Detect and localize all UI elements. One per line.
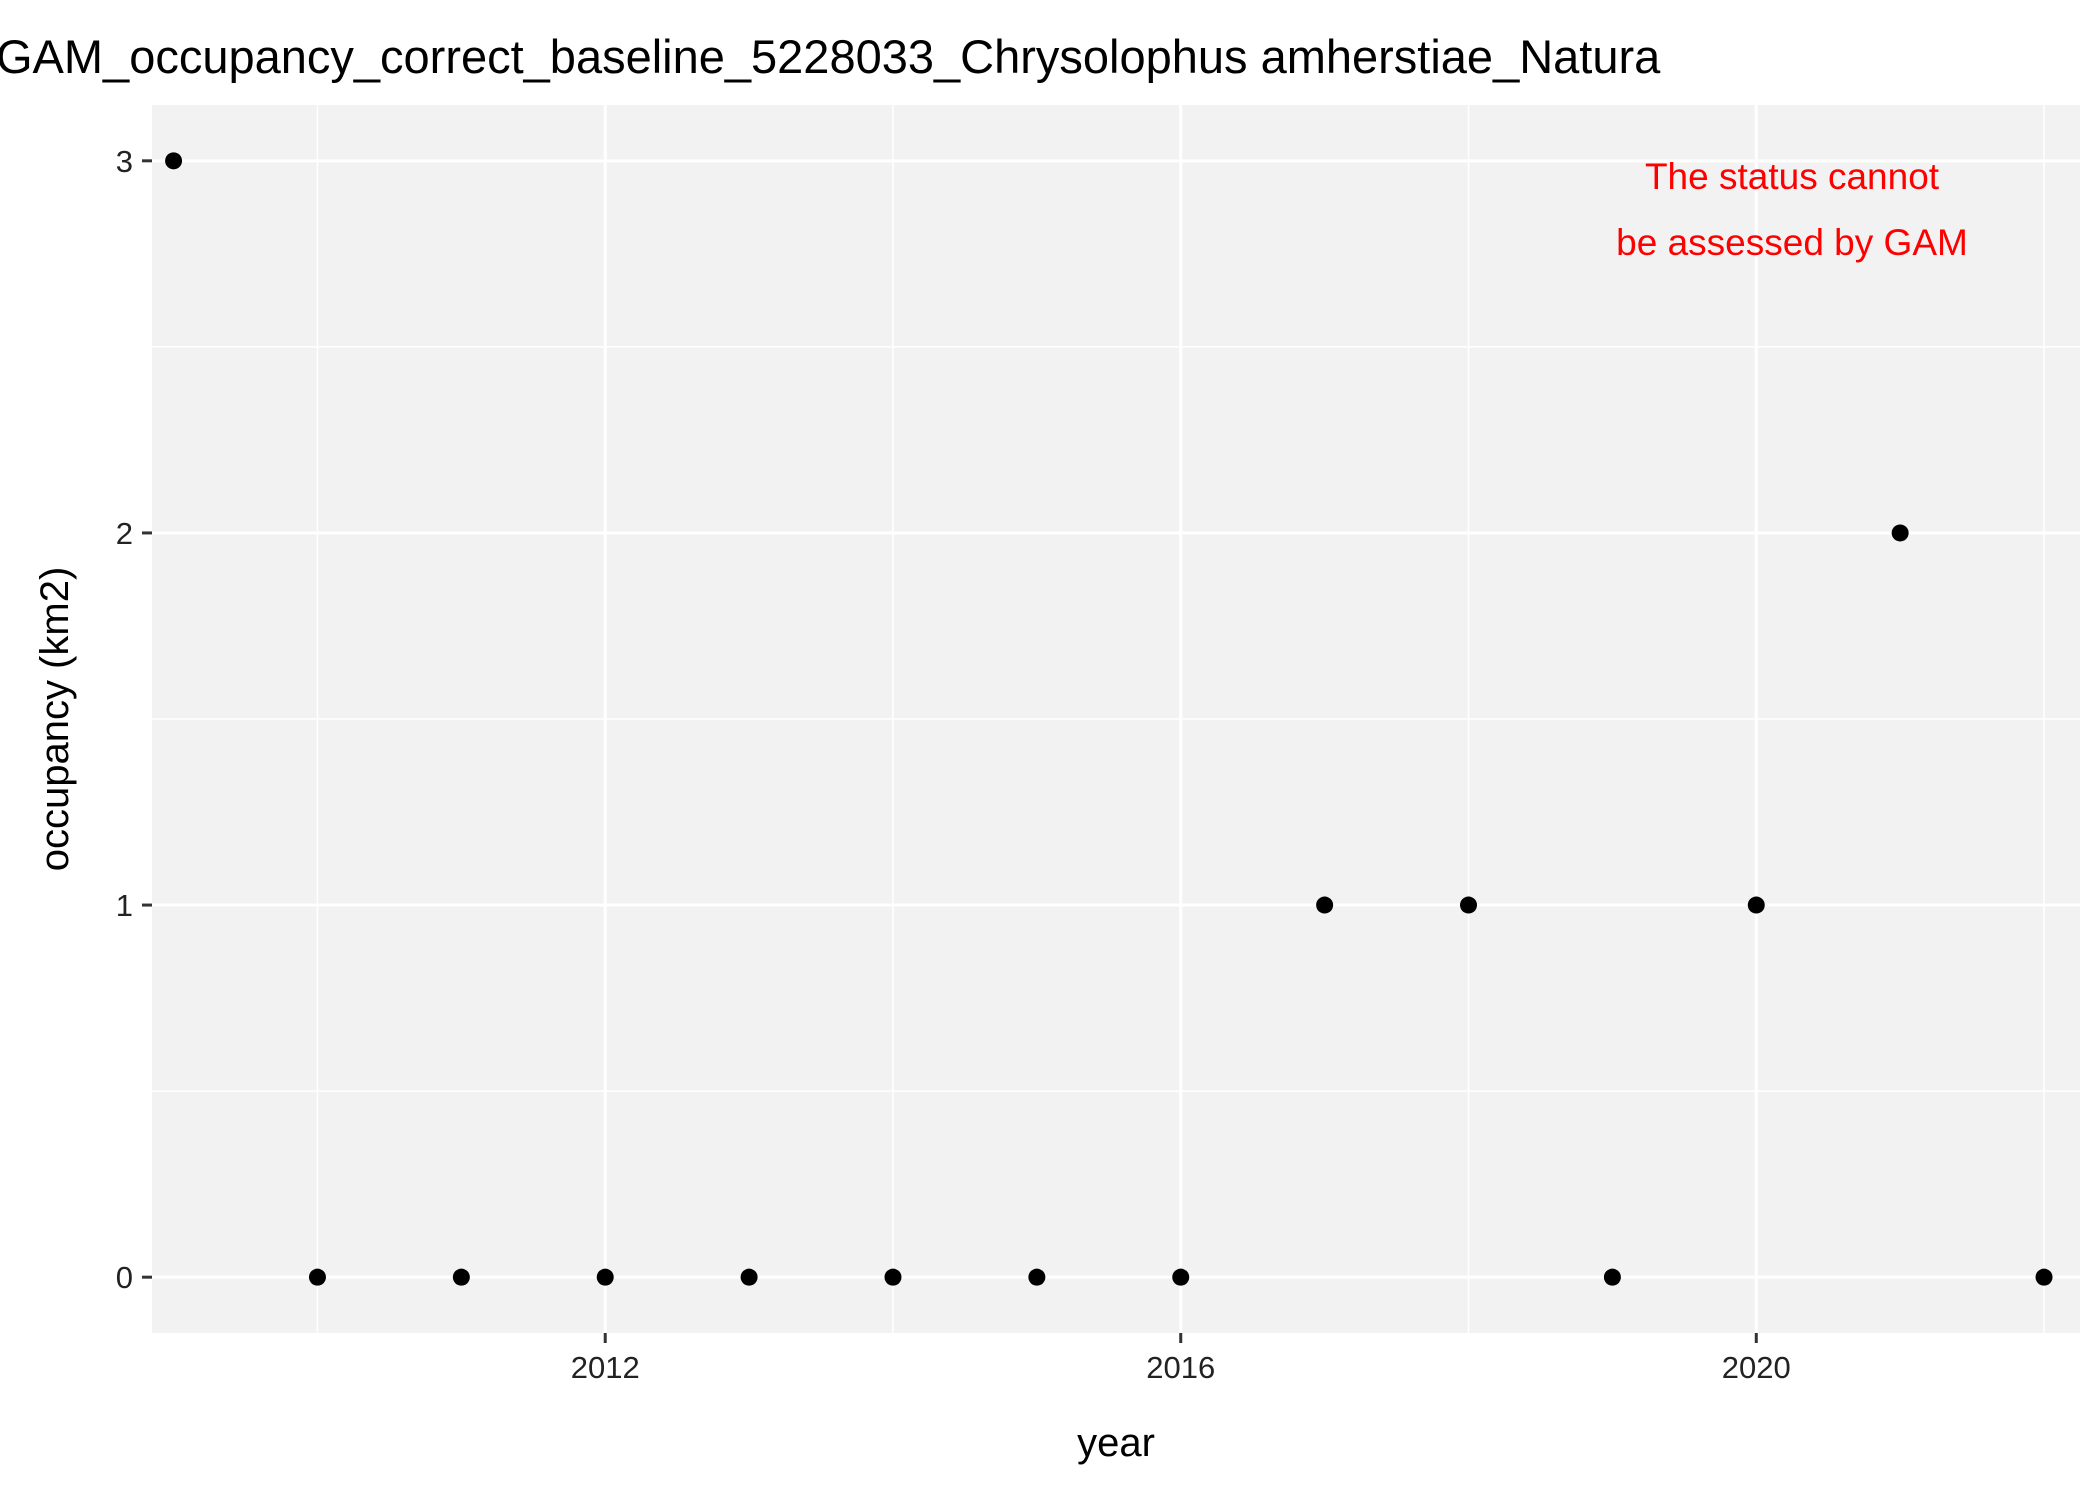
data-point (1316, 896, 1334, 914)
data-point (1172, 1268, 1190, 1286)
annotation-line: be assessed by GAM (1616, 222, 1968, 263)
x-tick-label: 2016 (1146, 1350, 1215, 1385)
x-axis-title: year (1077, 1421, 1155, 1465)
y-tick-label: 1 (116, 888, 133, 923)
data-point (165, 152, 183, 170)
data-point (1460, 896, 1478, 914)
data-point (2035, 1268, 2053, 1286)
y-axis-title: occupancy (km2) (33, 567, 77, 872)
data-point (740, 1268, 758, 1286)
data-point (452, 1268, 470, 1286)
data-point (1028, 1268, 1046, 1286)
chart-title: GAM_occupancy_correct_baseline_5228033_C… (0, 30, 1661, 83)
x-tick-label: 2012 (571, 1350, 640, 1385)
y-tick-label: 3 (116, 144, 133, 179)
grid-minor-lines (152, 105, 2080, 1333)
y-axis: 0 1 2 3 (116, 144, 152, 1295)
data-point (308, 1268, 326, 1286)
data-point (596, 1268, 614, 1286)
x-tick-label: 2020 (1722, 1350, 1791, 1385)
status-annotation: The status cannot be assessed by GAM (1616, 156, 1968, 263)
annotation-line: The status cannot (1645, 156, 1940, 197)
y-tick-label: 0 (116, 1260, 133, 1295)
data-point (1603, 1268, 1621, 1286)
data-point (884, 1268, 902, 1286)
data-point (1747, 896, 1765, 914)
data-points (165, 152, 2053, 1286)
x-axis: 2012 2016 2020 (571, 1333, 1791, 1385)
y-tick-label: 2 (116, 516, 133, 551)
data-point (1891, 524, 1909, 542)
